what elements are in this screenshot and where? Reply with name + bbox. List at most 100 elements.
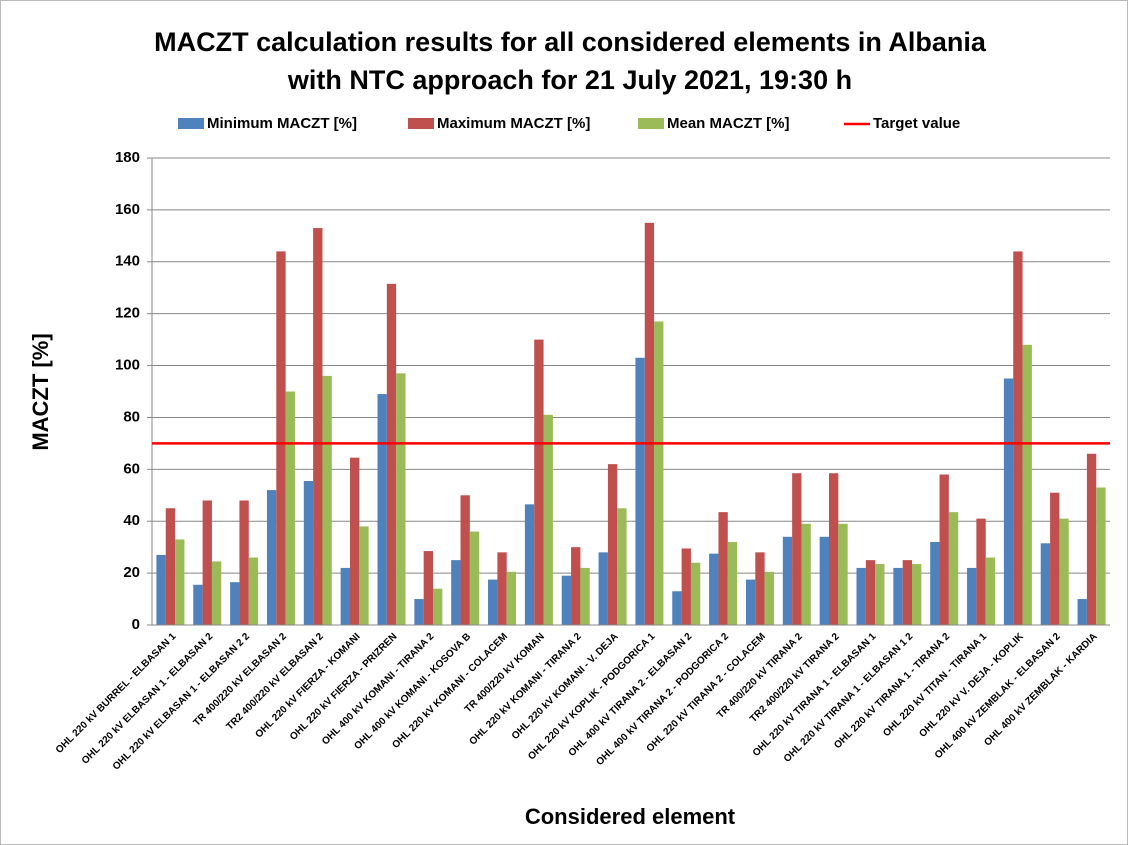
- bar: [359, 526, 369, 625]
- bar: [856, 567, 866, 625]
- bar: [193, 584, 203, 625]
- bar: [497, 552, 507, 625]
- bar: [313, 228, 323, 626]
- bar: [764, 571, 774, 625]
- bar: [782, 536, 793, 625]
- bar: [976, 518, 986, 625]
- bar: [1050, 492, 1060, 625]
- bar: [654, 321, 664, 625]
- bar: [303, 481, 314, 625]
- bar: [1040, 543, 1051, 625]
- legend-swatch: [638, 118, 664, 129]
- legend-label: Maximum MACZT [%]: [437, 115, 590, 132]
- bar: [681, 548, 691, 625]
- bar: [534, 339, 544, 625]
- bar: [939, 474, 949, 625]
- y-tick-label: 80: [123, 408, 140, 425]
- legend-swatch: [408, 118, 434, 129]
- bar: [451, 560, 461, 625]
- bar: [801, 523, 811, 625]
- bar: [819, 536, 829, 625]
- bar: [967, 567, 977, 625]
- legend-label: Mean MACZT [%]: [667, 115, 790, 132]
- bar: [985, 557, 996, 625]
- bar: [875, 564, 885, 625]
- bar: [635, 357, 645, 625]
- bar: [828, 473, 839, 625]
- bar: [340, 567, 350, 625]
- bar: [1096, 487, 1106, 625]
- bar: [276, 251, 286, 625]
- bar: [1077, 599, 1087, 625]
- bar: [893, 567, 903, 625]
- bar: [349, 457, 360, 625]
- legend-label: Target value: [873, 115, 960, 132]
- bar: [543, 414, 553, 625]
- bar: [792, 473, 802, 625]
- bar: [322, 375, 332, 625]
- bar: [561, 575, 572, 625]
- legend-swatch: [178, 118, 204, 129]
- bar: [644, 222, 655, 625]
- legend-label: Minimum MACZT [%]: [207, 115, 357, 132]
- bar: [598, 552, 608, 625]
- bar: [506, 571, 517, 625]
- bar: [1059, 518, 1069, 625]
- bar: [948, 512, 959, 625]
- y-tick-label: 160: [115, 201, 140, 218]
- y-tick-label: 180: [115, 149, 140, 166]
- bar: [524, 504, 535, 625]
- bar: [902, 560, 913, 625]
- y-tick-label: 140: [115, 253, 140, 270]
- bar: [156, 554, 166, 625]
- bar: [396, 373, 406, 625]
- bar: [672, 591, 682, 625]
- bar: [865, 560, 876, 625]
- bar: [727, 541, 738, 625]
- bar: [745, 579, 756, 625]
- bar: [423, 551, 434, 625]
- bar: [433, 588, 443, 625]
- chart-title: MACZT calculation results for all consid…: [154, 27, 987, 57]
- bar: [838, 523, 848, 625]
- x-axis-label: Considered element: [525, 804, 736, 829]
- bar: [248, 557, 259, 625]
- bar: [211, 561, 222, 625]
- bar: [617, 508, 627, 625]
- y-tick-label: 40: [123, 512, 140, 529]
- y-tick-label: 20: [123, 564, 140, 581]
- bar: [239, 500, 249, 625]
- y-tick-label: 60: [123, 460, 140, 477]
- bar: [285, 391, 295, 625]
- bar: [580, 567, 590, 625]
- bar: [607, 464, 618, 625]
- bar: [755, 552, 765, 625]
- y-tick-label: 0: [132, 616, 140, 633]
- bar: [912, 564, 922, 625]
- bar: [488, 579, 498, 625]
- bar: [571, 547, 581, 625]
- bar: [460, 495, 470, 625]
- bar: [266, 490, 277, 625]
- bar: [377, 394, 387, 625]
- bar: [930, 541, 940, 625]
- bar: [709, 553, 719, 625]
- bar: [718, 512, 728, 625]
- bar: [1022, 344, 1032, 625]
- bar: [386, 283, 397, 625]
- bar: [469, 531, 480, 625]
- bar: [1003, 378, 1014, 625]
- bar: [230, 582, 240, 625]
- y-tick-label: 120: [115, 305, 140, 322]
- chart-title: with NTC approach for 21 July 2021, 19:3…: [287, 65, 852, 95]
- bar: [175, 539, 185, 625]
- bar: [414, 599, 424, 625]
- y-tick-label: 100: [115, 357, 140, 374]
- bar: [202, 500, 212, 625]
- bar: [690, 562, 701, 625]
- bar: [1086, 453, 1097, 625]
- bar: [165, 508, 176, 625]
- bar: [1013, 251, 1023, 625]
